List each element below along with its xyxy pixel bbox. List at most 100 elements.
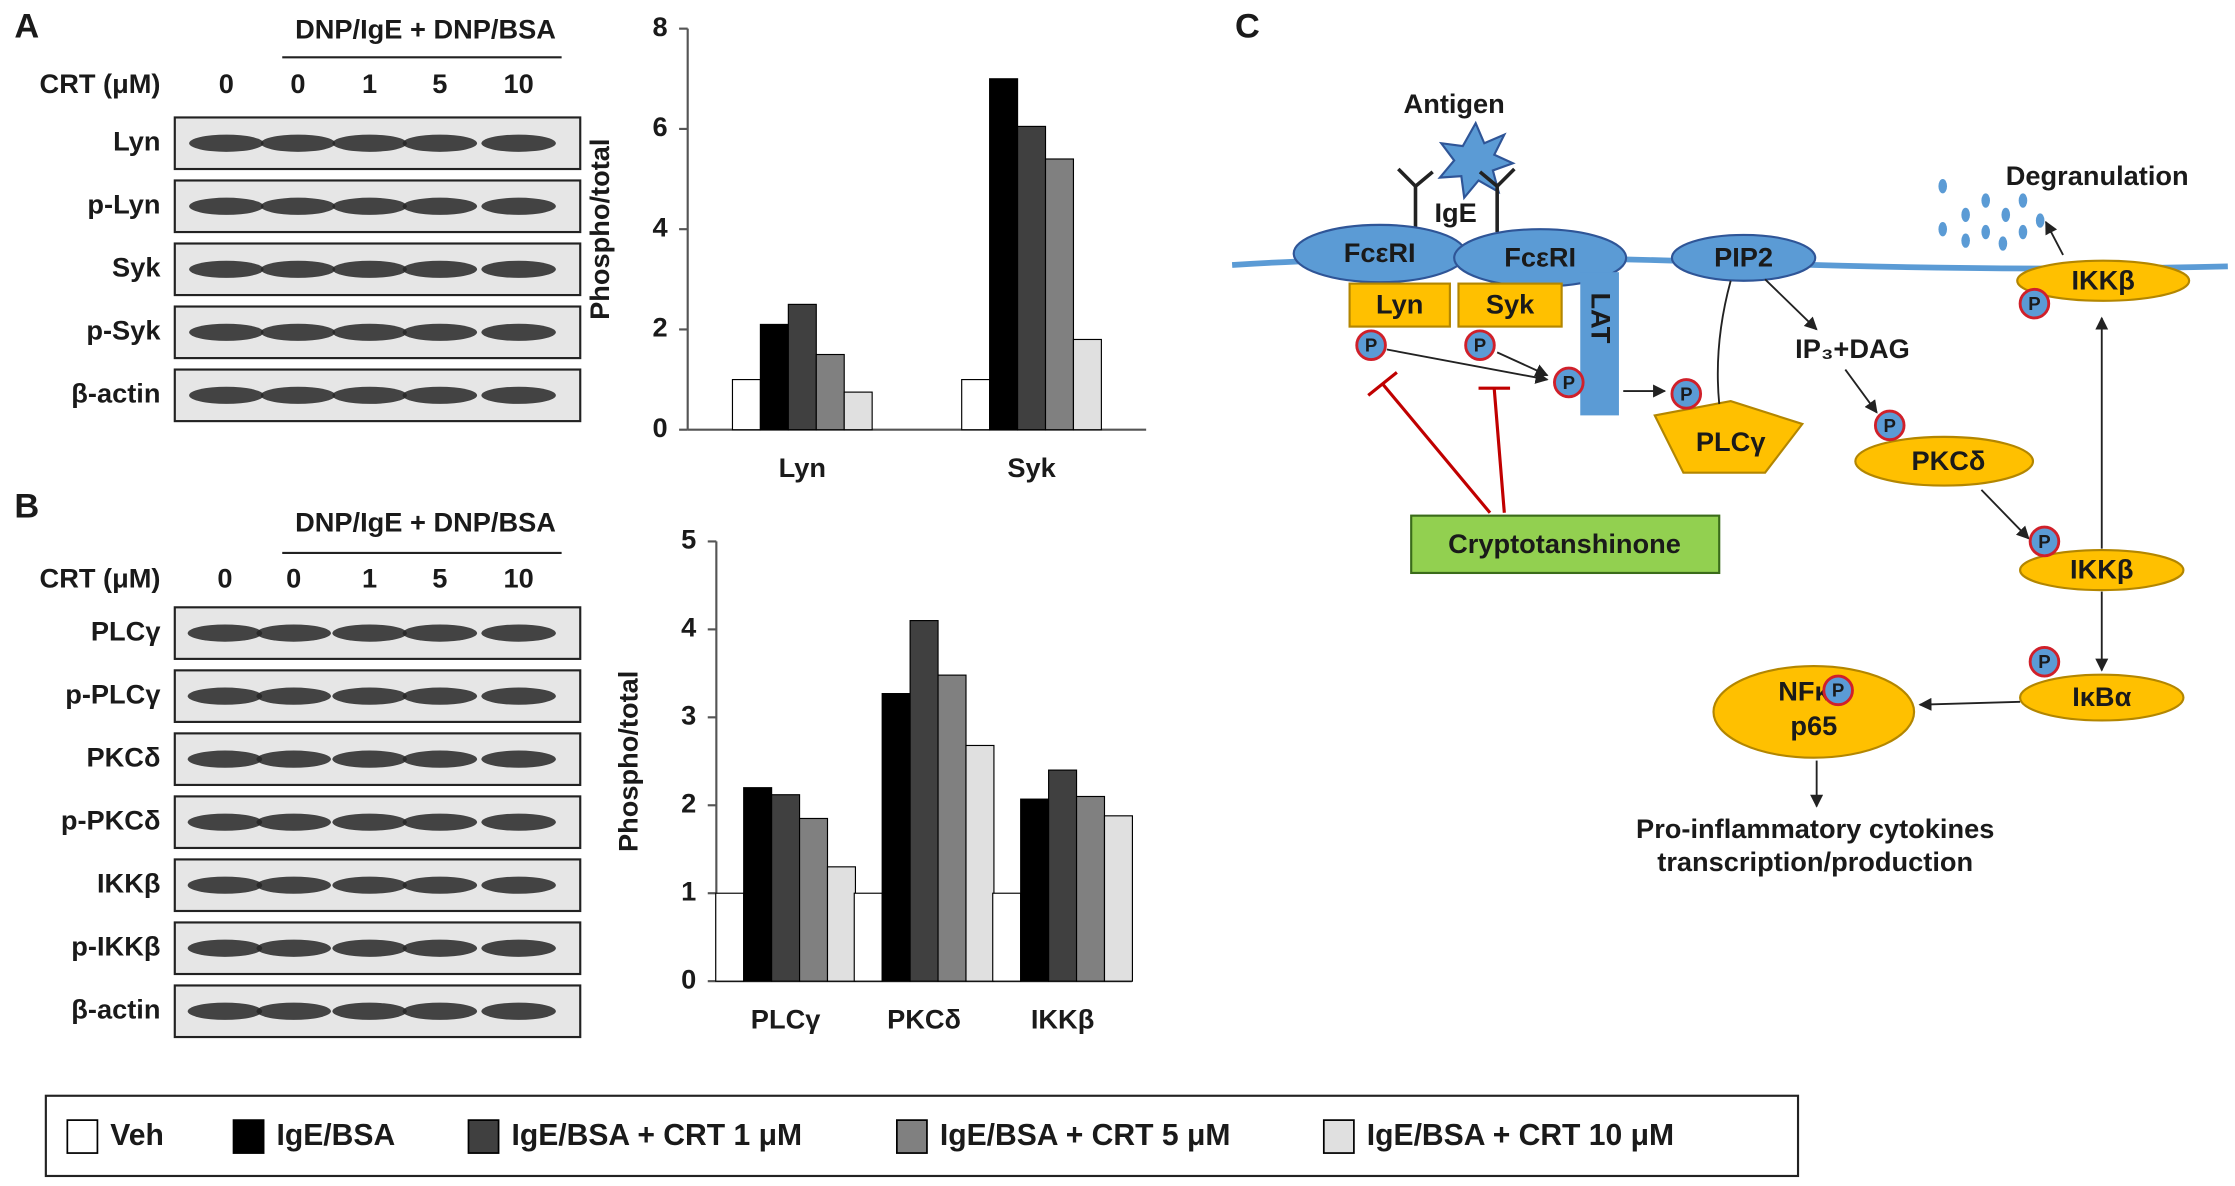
bar [937, 674, 967, 982]
blot-band [332, 876, 407, 894]
blot-band [402, 876, 478, 894]
legend-label: IgE/BSA + CRT 5 μM [940, 1119, 1231, 1152]
lane-label: 5 [432, 562, 447, 593]
bar [881, 693, 911, 982]
phospho-marker [1553, 366, 1585, 399]
blot-band [402, 260, 478, 278]
granules [1938, 179, 2045, 251]
blot-band [189, 323, 264, 341]
antigen-label: Antigen [1404, 88, 1505, 119]
row-label: β-actin [71, 993, 160, 1024]
phospho-marker [1464, 329, 1496, 361]
outcome-label: Pro-inflammatory cytokines [1636, 813, 1994, 844]
row-label: IKKβ [97, 867, 160, 898]
bar [715, 892, 745, 982]
blot-band [402, 750, 478, 768]
plc-label: PLCγ [1696, 426, 1766, 457]
treatment-label: DNP/IgE + DNP/BSA [295, 506, 556, 537]
nfkb-label: p65 [1790, 710, 1837, 741]
blot-band [260, 197, 336, 215]
bar [853, 892, 883, 982]
lane-label: 5 [432, 68, 447, 99]
lane-label: 10 [504, 562, 534, 593]
legend-label: Veh [110, 1119, 164, 1152]
arrow [1918, 697, 2021, 711]
inhibitor-box [1410, 514, 1721, 575]
panel-label: A [14, 8, 39, 46]
antigen-shape [1437, 120, 1516, 201]
bar [798, 817, 829, 982]
blot-band [256, 750, 331, 768]
blot-band [481, 1002, 556, 1020]
y-tick-label: 1 [681, 875, 696, 906]
blot-band [332, 939, 407, 957]
bar [1020, 798, 1050, 982]
x-tick-label: Lyn [779, 452, 826, 483]
blot-band [332, 624, 407, 642]
legend-label: IgE/BSA + CRT 1 μM [511, 1119, 802, 1152]
blot-band [187, 939, 263, 957]
bar [965, 744, 995, 982]
blot-band [481, 197, 556, 215]
plc-shape [1653, 399, 1805, 474]
bar [787, 303, 817, 431]
blot-band [332, 323, 407, 341]
lane-label: 1 [362, 562, 377, 593]
panel-label: B [14, 488, 39, 526]
blot-band [481, 876, 556, 894]
blot-band [189, 386, 264, 404]
ige-label: IgE [1434, 197, 1476, 228]
blot-band [481, 624, 556, 642]
bar [989, 78, 1019, 431]
lyn-box [1348, 282, 1451, 328]
y-tick-label: 5 [681, 524, 696, 555]
row-label: Lyn [113, 125, 160, 156]
blot-band [481, 260, 556, 278]
blot-band [481, 939, 556, 957]
bar [743, 787, 773, 982]
pip2-label: PIP2 [1714, 241, 1773, 272]
blot-band [256, 876, 331, 894]
arrow [1980, 489, 2030, 540]
legend-swatch [896, 1119, 928, 1154]
blot-band [256, 813, 331, 831]
phospho-label: P [1884, 415, 1896, 436]
phospho-label: P [1563, 372, 1575, 393]
phospho-marker [2028, 645, 2061, 678]
arrow [1496, 351, 1549, 377]
lane-label: 0 [290, 68, 305, 99]
pathway-diagram: Antigen IgE FcεRI FcεRI Lyn Syk LAT PIP2… [1231, 88, 2228, 877]
bar [992, 892, 1022, 982]
blot-band [402, 386, 478, 404]
y-tick-label: 6 [652, 111, 667, 142]
row-label: Syk [112, 251, 161, 282]
blot-band [187, 1002, 263, 1020]
blot-band [402, 323, 478, 341]
lat-label: LAT [1586, 293, 1617, 344]
phospho-label: P [2028, 293, 2040, 314]
inhibitor-label: Cryptotanshinone [1448, 528, 1681, 559]
inhibition [1367, 371, 1492, 514]
lane-label: 10 [504, 68, 534, 99]
blot-band [481, 386, 556, 404]
pip2 [1670, 233, 1817, 282]
blot-band [260, 134, 336, 152]
phospho-label: P [1365, 335, 1377, 356]
lane-label: 0 [217, 562, 232, 593]
blot-band [187, 876, 263, 894]
phospho-label: P [1832, 680, 1844, 701]
lyn-label: Lyn [1376, 289, 1423, 320]
syk-label: Syk [1486, 289, 1535, 320]
bar [1016, 125, 1047, 431]
inhibition [1478, 386, 1511, 513]
pkc-label: PKCδ [1911, 445, 1985, 476]
row-label: PKCδ [87, 741, 161, 772]
treatment-label: DNP/IgE + DNP/BSA [295, 14, 556, 45]
ikba [2019, 673, 2185, 722]
phospho-marker [1873, 409, 1906, 442]
bar [1044, 158, 1075, 431]
arrow [1386, 348, 1549, 384]
blot-band [256, 939, 331, 957]
blot-band [402, 687, 478, 705]
